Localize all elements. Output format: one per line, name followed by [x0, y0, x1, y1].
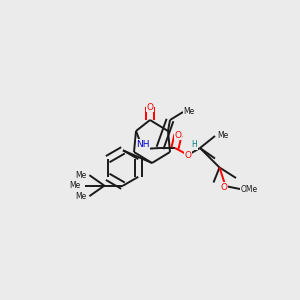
Text: Me: Me — [69, 181, 80, 190]
Text: OMe: OMe — [241, 184, 258, 194]
Text: Me: Me — [75, 171, 87, 180]
Text: Me: Me — [75, 192, 87, 201]
Text: O: O — [175, 130, 182, 140]
Text: Me: Me — [217, 131, 228, 140]
Text: O: O — [220, 183, 227, 192]
Text: NH: NH — [136, 140, 150, 149]
Text: O: O — [146, 103, 154, 112]
Text: H: H — [192, 140, 197, 149]
Text: O: O — [184, 151, 191, 160]
Text: Me: Me — [183, 107, 195, 116]
